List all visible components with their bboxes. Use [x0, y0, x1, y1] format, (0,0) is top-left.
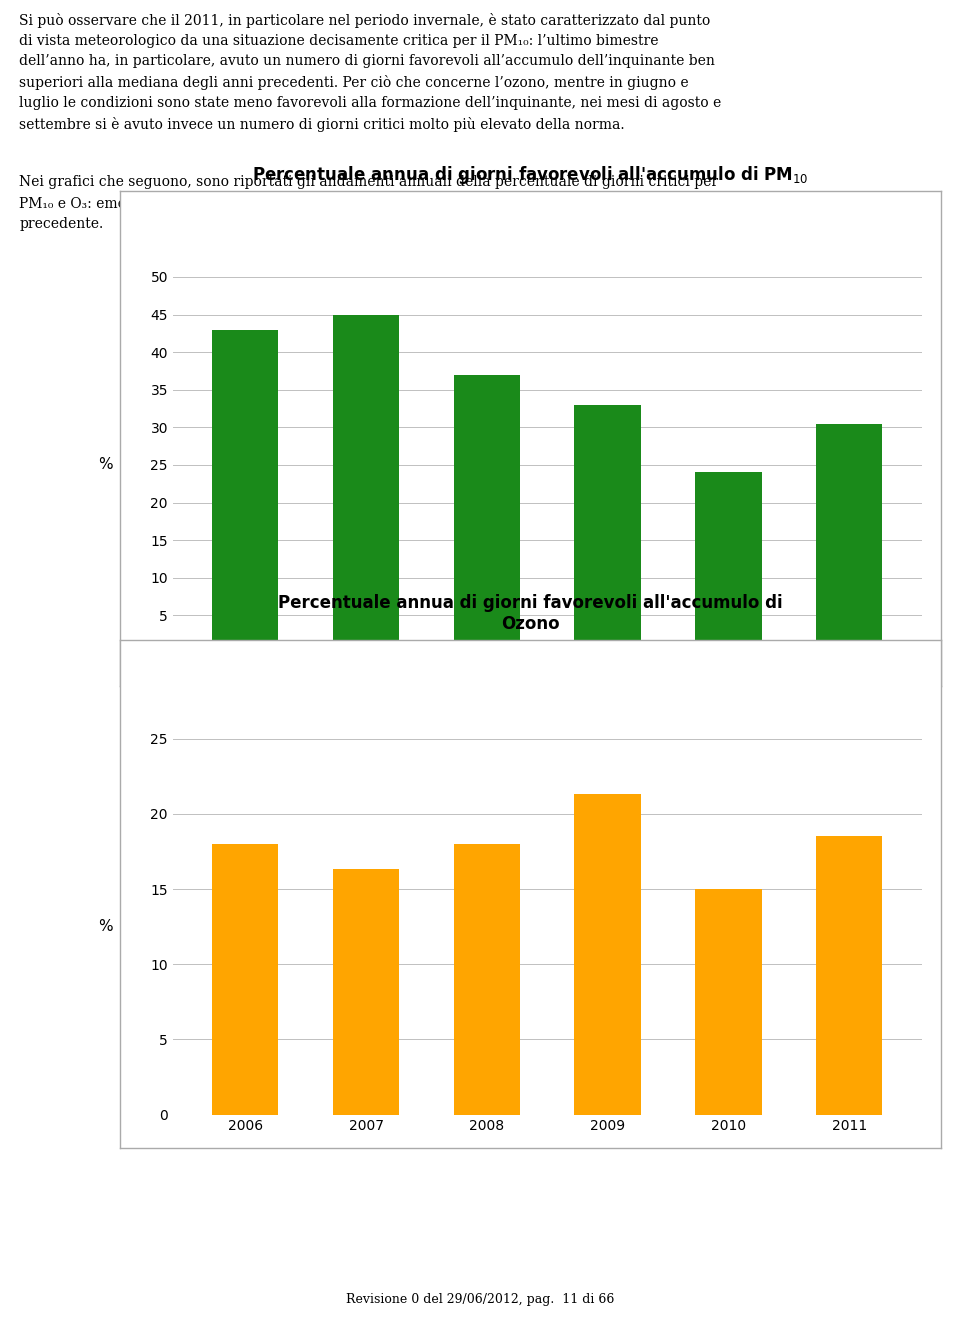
Bar	[333, 869, 399, 1115]
Bar	[333, 315, 399, 653]
Bar	[816, 423, 882, 653]
Text: %: %	[98, 919, 112, 934]
Text: %: %	[98, 458, 112, 472]
Bar	[454, 375, 520, 653]
Bar	[212, 330, 278, 653]
Title: Percentuale annua di giorni favorevoli all'accumulo di
Ozono: Percentuale annua di giorni favorevoli a…	[278, 594, 782, 633]
Bar	[816, 836, 882, 1115]
Title: Percentuale annua di giorni favorevoli all'accumulo di PM$_{10}$: Percentuale annua di giorni favorevoli a…	[252, 164, 808, 186]
Bar	[212, 844, 278, 1115]
Text: Si può osservare che il 2011, in particolare nel periodo invernale, è stato cara: Si può osservare che il 2011, in partico…	[19, 13, 722, 132]
Text: Nei grafici che seguono, sono riportati gli andamenti annuali della percentuale : Nei grafici che seguono, sono riportati …	[19, 175, 718, 231]
Bar	[695, 472, 761, 653]
Bar	[454, 844, 520, 1115]
Bar	[695, 889, 761, 1115]
Bar	[574, 794, 641, 1115]
Bar	[574, 405, 641, 653]
Text: Revisione 0 del 29/06/2012, pag.  11 di 66: Revisione 0 del 29/06/2012, pag. 11 di 6…	[346, 1293, 614, 1306]
